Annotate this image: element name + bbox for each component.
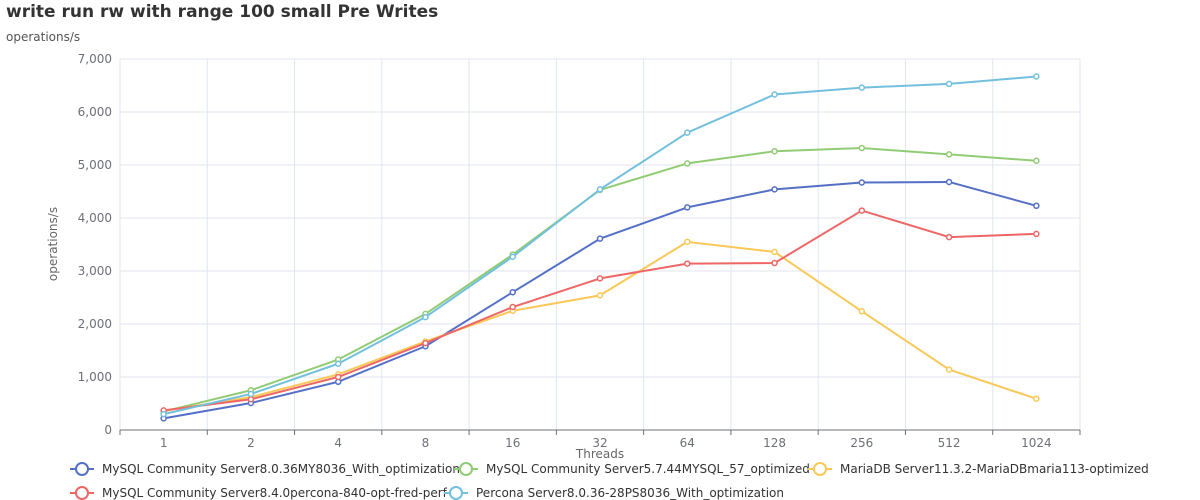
x-tick-label: 128 bbox=[763, 436, 786, 450]
x-tick-label: 1 bbox=[160, 436, 168, 450]
x-tick-label: 8 bbox=[422, 436, 430, 450]
legend-marker bbox=[459, 462, 473, 476]
legend-label: MySQL Community Server8.0.36MY8036_With_… bbox=[102, 462, 460, 476]
data-point bbox=[771, 147, 778, 155]
legend-item: MySQL Community Server5.7.44MYSQL_57_opt… bbox=[454, 462, 810, 476]
data-point bbox=[160, 410, 167, 418]
y-tick-label: 4,000 bbox=[78, 211, 112, 225]
data-point bbox=[596, 275, 604, 282]
data-point bbox=[1033, 395, 1040, 402]
series-4 bbox=[160, 207, 1040, 414]
x-tick-label: 2 bbox=[247, 436, 255, 450]
data-point bbox=[945, 151, 953, 158]
legend-label: MySQL Community Server5.7.44MYSQL_57_opt… bbox=[486, 462, 810, 476]
y-tick-label: 5,000 bbox=[78, 158, 112, 172]
y-tick-label: 0 bbox=[104, 423, 112, 437]
y-tick-label: 3,000 bbox=[78, 264, 112, 278]
data-point bbox=[858, 144, 866, 152]
x-axis-label: Threads bbox=[575, 447, 624, 461]
data-point bbox=[945, 80, 953, 88]
data-point bbox=[1033, 73, 1040, 80]
chart-subtitle: operations/s bbox=[6, 30, 81, 44]
data-point bbox=[509, 253, 516, 260]
x-tick-label: 32 bbox=[592, 436, 607, 450]
y-axis-label: operations/s bbox=[46, 207, 60, 281]
data-point bbox=[684, 238, 691, 246]
legend-item: Percona Server8.0.36-28PS8036_With_optim… bbox=[444, 486, 784, 500]
data-point bbox=[771, 248, 778, 256]
data-point bbox=[1033, 202, 1040, 210]
data-point bbox=[596, 186, 604, 193]
data-point bbox=[509, 303, 516, 311]
x-tick-label: 64 bbox=[680, 436, 695, 450]
data-point bbox=[509, 288, 516, 296]
y-tick-label: 6,000 bbox=[78, 105, 112, 119]
data-point bbox=[1033, 157, 1040, 165]
y-tick-label: 1,000 bbox=[78, 370, 112, 384]
legend-label: MySQL Community Server8.4.0percona-840-o… bbox=[102, 486, 448, 500]
legend-marker bbox=[75, 462, 89, 476]
data-point bbox=[771, 186, 778, 193]
x-tick-label: 512 bbox=[938, 436, 961, 450]
legend-marker bbox=[75, 486, 89, 500]
legend-label: MariaDB Server11.3.2-MariaDBmaria113-opt… bbox=[840, 462, 1149, 476]
data-point bbox=[422, 313, 429, 321]
data-point bbox=[945, 233, 953, 241]
legend: MySQL Community Server8.0.36MY8036_With_… bbox=[70, 462, 1149, 500]
data-point bbox=[771, 259, 778, 267]
data-point bbox=[684, 129, 691, 136]
data-point bbox=[684, 160, 691, 167]
data-point bbox=[771, 91, 778, 98]
legend-item: MySQL Community Server8.4.0percona-840-o… bbox=[70, 486, 448, 500]
chart-title: write run rw with range 100 small Pre Wr… bbox=[6, 2, 439, 22]
legend-item: MySQL Community Server8.0.36MY8036_With_… bbox=[70, 462, 460, 476]
y-tick-label: 2,000 bbox=[78, 317, 112, 331]
series-3 bbox=[160, 238, 1040, 415]
data-point bbox=[858, 84, 866, 91]
grid bbox=[119, 58, 1081, 430]
data-point bbox=[422, 339, 429, 347]
data-point bbox=[945, 178, 953, 186]
axes: Threads operations/s 0 1,000 2,000 3,000 4,0… bbox=[46, 52, 1081, 461]
series-layer bbox=[160, 73, 1040, 422]
data-point bbox=[247, 396, 255, 403]
x-tick-label: 1024 bbox=[1021, 436, 1052, 450]
x-tick-label: 256 bbox=[850, 436, 873, 450]
data-point bbox=[858, 308, 866, 315]
data-point bbox=[1033, 230, 1040, 238]
x-tick-label: 16 bbox=[505, 436, 520, 450]
data-point bbox=[858, 207, 866, 214]
data-point bbox=[247, 390, 255, 398]
series-1 bbox=[160, 178, 1040, 422]
data-point bbox=[684, 204, 691, 211]
data-point bbox=[334, 373, 342, 381]
legend-marker bbox=[449, 486, 463, 500]
x-tick-label: 4 bbox=[334, 436, 342, 450]
data-point bbox=[596, 235, 604, 242]
data-point bbox=[596, 292, 604, 299]
data-point bbox=[945, 366, 953, 373]
legend-label: Percona Server8.0.36-28PS8036_With_optim… bbox=[476, 486, 784, 500]
y-tick-label: 7,000 bbox=[78, 52, 112, 66]
data-point bbox=[334, 360, 342, 367]
data-point bbox=[858, 179, 866, 186]
data-point bbox=[684, 260, 691, 267]
legend-item: MariaDB Server11.3.2-MariaDBmaria113-opt… bbox=[808, 462, 1149, 476]
series-5 bbox=[160, 73, 1040, 418]
legend-marker bbox=[813, 462, 827, 476]
